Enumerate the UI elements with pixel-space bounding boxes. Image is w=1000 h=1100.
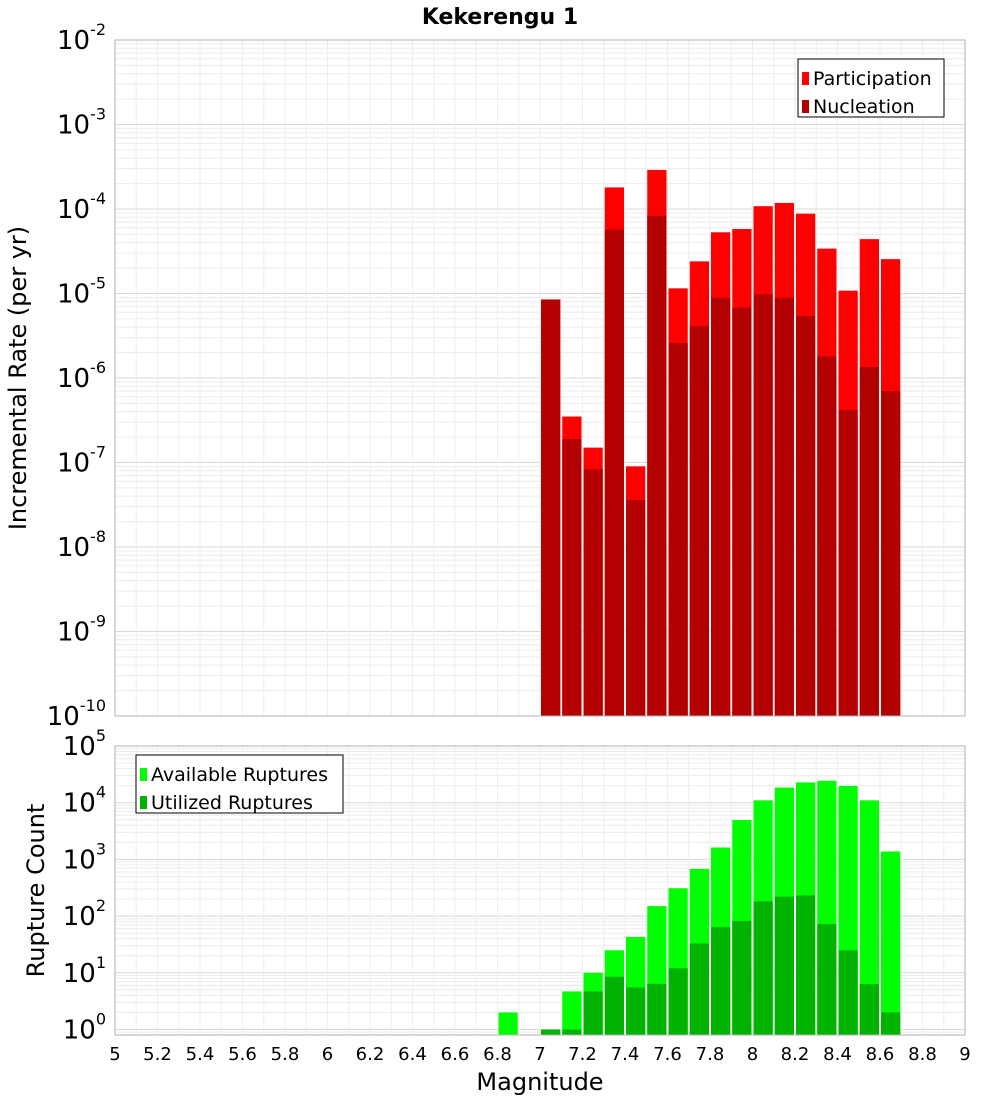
bar-utilized-ruptures [796,895,816,1035]
bar-available-ruptures [859,800,879,1035]
legend-entry: Available Ruptures [151,764,328,786]
bar-nucleation [796,316,816,716]
bar-available-ruptures [498,1012,518,1035]
bar-utilized-ruptures [689,943,709,1035]
legend-box [797,58,945,118]
legend-swatch [140,796,147,809]
bar-nucleation [881,391,901,716]
legend-entry: Nucleation [813,96,915,118]
bar-available-ruptures [881,851,901,1035]
x-tick-label: 8.4 [823,1044,852,1065]
y-tick-label: 10-9 [57,612,106,648]
y-tick-label: 10-3 [57,105,106,141]
bar-nucleation [626,499,646,716]
bar-nucleation [774,297,794,716]
y-tick-label: 100 [63,1010,106,1046]
top-legend: Participation Nucleation [797,58,945,118]
bottom-y-axis-label: Rupture Count [22,804,50,978]
x-tick-label: 6.2 [356,1044,385,1065]
x-tick-label: 5.2 [143,1044,172,1065]
x-tick-label: 8.6 [866,1044,895,1065]
top-y-ticks: 10-10 10-9 10-8 10-7 10-6 10-5 10-4 10-3 10-2 [47,20,106,732]
legend-swatch [802,72,809,85]
x-tick-label: 8.2 [781,1044,810,1065]
y-tick-label: 101 [63,953,106,989]
bottom-plot-frame [114,745,966,1036]
bar-utilized-ruptures [583,991,603,1035]
x-tick-label: 6 [322,1044,333,1065]
x-tick-label: 7 [534,1044,545,1065]
bottom-legend: Available Ruptures Utilized Ruptures [135,754,344,814]
x-tick-label: 6.8 [483,1044,512,1065]
bar-nucleation [541,299,561,716]
bar-nucleation [604,229,624,716]
bar-nucleation [562,438,582,716]
x-tick-label: 6.4 [398,1044,427,1065]
top-y-axis-label: Incremental Rate (per yr) [4,226,32,530]
x-tick-label: 5 [109,1044,120,1065]
x-tick-label: 7.6 [653,1044,682,1065]
bar-available-ruptures [562,991,582,1035]
x-tick-label: 8 [747,1044,758,1065]
bottom-y-ticks: 100 101 102 103 104 105 [63,726,106,1046]
bar-utilized-ruptures [668,968,688,1035]
bar-utilized-ruptures [711,927,731,1035]
y-tick-label: 103 [63,839,106,875]
bar-utilized-ruptures [859,984,879,1035]
y-tick-label: 102 [63,896,106,932]
y-tick-label: 10-8 [57,527,106,563]
chart-title: Kekerengu 1 [422,5,578,30]
legend-box [135,754,344,814]
x-tick-label: 5.8 [271,1044,300,1065]
legend-swatch [140,768,147,781]
bar-nucleation [668,342,688,716]
bar-utilized-ruptures [881,1012,901,1035]
x-tick-label: 5.4 [186,1044,215,1065]
y-tick-label: 105 [63,726,106,762]
legend-entry: Utilized Ruptures [151,792,313,814]
bar-nucleation [838,409,858,716]
bar-utilized-ruptures [541,1029,561,1035]
x-tick-label: 7.8 [696,1044,725,1065]
x-tick-label: 7.4 [611,1044,640,1065]
bar-nucleation [711,297,731,716]
bar-nucleation [732,307,752,716]
y-tick-label: 10-4 [57,189,106,225]
bar-utilized-ruptures [817,924,837,1035]
y-tick-label: 10-7 [57,443,106,479]
y-tick-label: 10-6 [57,358,106,394]
top-grid [114,40,966,717]
bar-utilized-ruptures [838,950,858,1035]
bar-utilized-ruptures [753,901,773,1035]
x-tick-label: 9 [959,1044,970,1065]
x-tick-label: 5.6 [228,1044,257,1065]
bar-utilized-ruptures [774,896,794,1035]
bar-utilized-ruptures [647,983,667,1035]
bar-nucleation [753,294,773,716]
bar-utilized-ruptures [732,920,752,1035]
legend-entry: Participation [813,68,932,90]
x-ticks: 5 5.2 5.4 5.6 5.8 6 6.2 6.4 6.6 6.8 7 7.2 7.4 7.6 7.8 8… [109,1044,970,1065]
bar-utilized-ruptures [562,1029,582,1035]
top-bars [541,169,901,717]
bar-utilized-ruptures [626,987,646,1035]
legend-swatch [802,100,809,113]
y-tick-label: 10-10 [47,696,106,732]
y-tick-label: 104 [63,783,106,819]
bar-nucleation [817,356,837,716]
bottom-bars [498,780,901,1035]
x-tick-label: 8.8 [908,1044,937,1065]
bar-nucleation [689,326,709,716]
x-tick-label: 6.6 [441,1044,470,1065]
x-tick-label: 7.2 [568,1044,597,1065]
bar-utilized-ruptures [604,976,624,1035]
x-axis-label: Magnitude [476,1068,603,1096]
y-tick-label: 10-5 [57,274,106,310]
bar-nucleation [859,366,879,716]
bar-nucleation [647,215,667,717]
y-tick-label: 10-2 [57,20,106,56]
top-plot-frame [114,39,966,717]
bar-nucleation [583,469,603,716]
